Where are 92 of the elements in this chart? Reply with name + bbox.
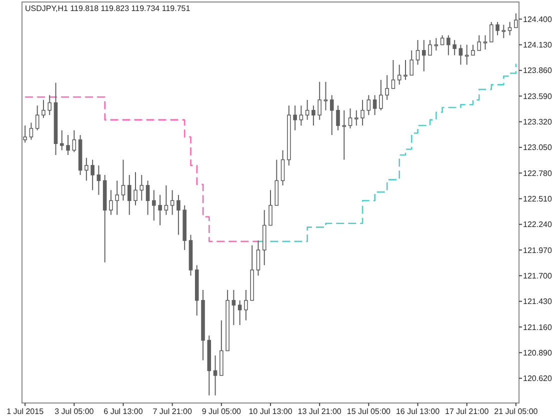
candlestick [90, 159, 94, 191]
candlestick [48, 94, 52, 116]
candlestick [458, 44, 463, 66]
candlestick [410, 50, 414, 76]
y-tick-label: 123.320 [523, 118, 552, 127]
candlestick [170, 190, 174, 216]
x-tick-label: 15 Jul 05:00 [346, 407, 392, 416]
candlestick [496, 21, 500, 36]
candlestick [127, 174, 132, 216]
candlestick [238, 300, 242, 326]
y-tick-label: 121.430 [523, 297, 552, 306]
candlestick [96, 164, 101, 196]
candlestick [121, 159, 126, 202]
y-tick-label: 123.590 [523, 92, 552, 101]
candlestick [256, 240, 260, 276]
y-tick-label: 124.400 [523, 14, 552, 24]
candlestick [35, 105, 40, 131]
candlestick [213, 354, 218, 396]
candlestick [336, 105, 340, 131]
candlestick [244, 289, 248, 321]
candlestick [502, 24, 506, 39]
candlestick [23, 125, 27, 144]
y-tick-label: 122.510 [523, 194, 552, 204]
candlestick [72, 130, 76, 153]
candlestick [354, 110, 358, 126]
y-tick-label: 121.970 [523, 246, 552, 255]
y-tick-label: 123.050 [523, 143, 552, 152]
candlestick [446, 34, 450, 56]
candlestick [140, 174, 144, 202]
candlestick [391, 59, 396, 89]
candlestick [514, 12, 518, 28]
y-tick-label: 122.780 [523, 168, 552, 178]
candlestick [268, 190, 272, 226]
candlestick [134, 172, 138, 206]
x-tick-label: 9 Jul 05:00 [202, 407, 242, 416]
candlestick [115, 180, 120, 216]
candlestick [305, 99, 310, 120]
y-tick-label: 120.890 [523, 348, 552, 358]
candlestick [452, 40, 456, 56]
x-tick-label: 17 Jul 21:00 [445, 407, 490, 416]
candlestick [109, 190, 113, 216]
candlestick [66, 134, 70, 156]
candlestick [29, 122, 34, 140]
x-tick-label: 10 Jul 13:00 [248, 407, 293, 416]
candlestick [84, 157, 88, 182]
candlestick [440, 34, 444, 46]
y-tick-label: 121.160 [523, 322, 552, 332]
candlestick [397, 64, 402, 86]
candlestick [342, 110, 346, 160]
x-tick-label: 21 Jul 05:00 [494, 407, 538, 416]
candlestick [324, 81, 328, 111]
candlestick [299, 105, 304, 126]
candlestick [483, 34, 488, 50]
candlestick [471, 44, 475, 56]
x-tick-label: 16 Jul 13:00 [396, 407, 440, 416]
candlestick [158, 194, 162, 226]
candlestick [312, 105, 316, 126]
candlestick [152, 190, 156, 222]
candlestick [164, 184, 168, 216]
y-tick-label: 120.620 [523, 374, 552, 384]
candlestick [146, 180, 150, 216]
candlestick [366, 94, 371, 116]
y-tick-label: 124.130 [523, 40, 552, 50]
candlestick [372, 94, 377, 116]
candlestick [404, 59, 408, 80]
y-tick-label: 121.700 [523, 271, 552, 280]
chart-title: USDJPY,H1 119.818 119.823 119.734 119.751 [25, 4, 191, 13]
x-tick-label: 7 Jul 21:00 [152, 407, 192, 416]
candlestick [348, 108, 352, 129]
y-tick-label: 123.860 [523, 66, 552, 76]
x-tick-label: 3 Jul 05:00 [54, 407, 94, 416]
candlestick [280, 150, 285, 186]
candlestick [379, 79, 383, 111]
candlestick [42, 99, 46, 118]
candlestick [416, 40, 420, 66]
candlestick [232, 289, 236, 326]
candlestick [60, 130, 64, 151]
candlestick [489, 21, 494, 42]
candlestick [330, 94, 334, 136]
candlestick [477, 34, 482, 51]
candlestick [508, 21, 512, 36]
candlestick [422, 40, 426, 72]
candlestick [385, 74, 389, 100]
candlestick [318, 81, 322, 120]
x-tick-label: 1 Jul 2015 [6, 407, 44, 416]
y-tick-label: 122.240 [523, 220, 552, 230]
candlestick [428, 40, 432, 56]
candlestick [176, 194, 180, 236]
candlestick [360, 99, 364, 126]
candlestick [293, 105, 297, 131]
x-tick-label: 6 Jul 13:00 [104, 407, 144, 416]
x-tick-label: 13 Jul 21:00 [298, 407, 342, 416]
